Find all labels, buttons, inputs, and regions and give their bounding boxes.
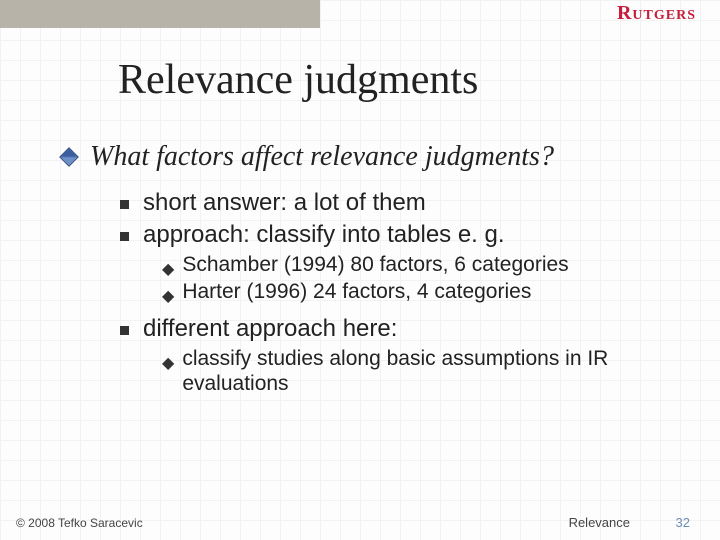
level3-text: Harter (1996) 24 factors, 4 categories <box>182 279 531 304</box>
level3-text: Schamber (1994) 80 factors, 6 categories <box>182 252 568 277</box>
footer-page-number: 32 <box>676 515 690 530</box>
slide-title: Relevance judgments <box>118 56 478 104</box>
chevron-icon: ◆ <box>162 286 174 306</box>
bullet-level2: short answer: a lot of them <box>120 188 680 218</box>
chevron-icon: ◆ <box>162 353 174 373</box>
bullet-level1: What factors affect relevance judgments? <box>62 140 680 174</box>
level2-text: different approach here: <box>143 314 397 344</box>
level1-text: What factors affect relevance judgments? <box>90 140 554 174</box>
square-icon <box>120 326 129 335</box>
level2-text: short answer: a lot of them <box>143 188 426 218</box>
diamond-icon <box>59 147 79 167</box>
square-icon <box>120 232 129 241</box>
bullet-level3: ◆ classify studies along basic assumptio… <box>162 346 680 396</box>
bullet-level2: approach: classify into tables e. g. <box>120 220 680 250</box>
bullet-level2: different approach here: <box>120 314 680 344</box>
bullet-level3: ◆ Harter (1996) 24 factors, 4 categories <box>162 279 680 306</box>
level3-text: classify studies along basic assumptions… <box>182 346 680 396</box>
bullet-level3: ◆ Schamber (1994) 80 factors, 6 categori… <box>162 252 680 279</box>
footer-topic: Relevance <box>569 515 630 530</box>
slide-content: What factors affect relevance judgments?… <box>62 140 680 396</box>
chevron-icon: ◆ <box>162 259 174 279</box>
square-icon <box>120 200 129 209</box>
brand-logo: Rutgers <box>617 2 696 25</box>
level2-text: approach: classify into tables e. g. <box>143 220 505 250</box>
top-bar-decoration <box>0 0 320 28</box>
footer-copyright: © 2008 Tefko Saracevic <box>16 516 143 530</box>
